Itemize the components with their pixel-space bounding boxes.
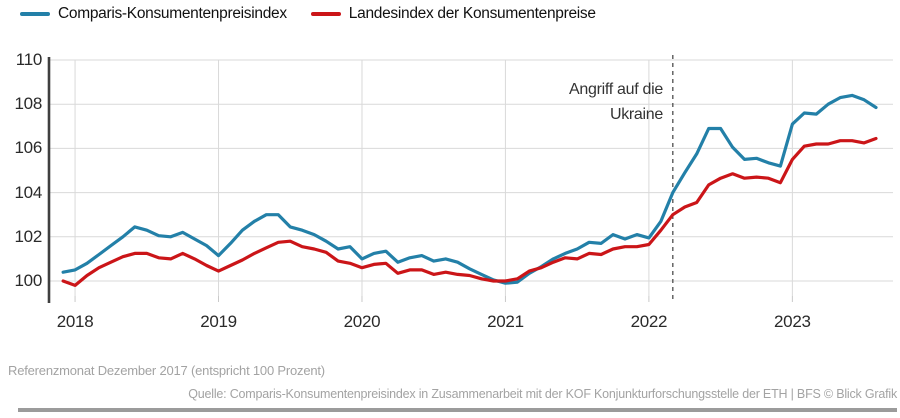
series-line-landesindex der konsumentenpreise	[61, 136, 878, 287]
series-line-comparis	[61, 93, 878, 285]
comparis-line-swatch	[20, 11, 50, 17]
x-axis-label: 2018	[56, 312, 94, 331]
legend-label-landesindex: Landesindex der Konsumentenpreise	[348, 5, 596, 22]
y-axis-label: 110	[15, 50, 43, 69]
y-axis-label: 104	[14, 182, 43, 202]
legend: Comparis-Konsumentenpreisindex Landesind…	[20, 5, 596, 23]
event-annotation: Angriff auf die Ukraine	[569, 81, 663, 123]
x-axis-label: 2021	[487, 312, 524, 331]
x-axis-label: 2023	[774, 312, 811, 331]
y-axis-label: 100	[14, 271, 43, 290]
bottom-rule	[18, 408, 897, 412]
legend-label-comparis: Comparis-Konsumentenpreisindex	[58, 5, 287, 22]
x-axis-label: 2019	[200, 312, 237, 331]
legend-item-landesindex: Landesindex der Konsumentenpreise	[310, 5, 596, 23]
legend-item-comparis: Comparis-Konsumentenpreisindex	[20, 5, 287, 23]
reference-note: Referenzmonat Dezember 2017 (entspricht …	[8, 363, 325, 378]
x-axis-label: 2022	[630, 312, 668, 331]
landesindex-line-swatch	[310, 11, 341, 17]
y-axis-label: 102	[14, 226, 43, 246]
y-axis-label: 106	[14, 138, 43, 158]
source-credit: Quelle: Comparis-Konsumentenpreisindex i…	[188, 387, 897, 401]
x-axis-label: 2020	[343, 312, 381, 331]
y-axis-label: 108	[14, 94, 43, 114]
